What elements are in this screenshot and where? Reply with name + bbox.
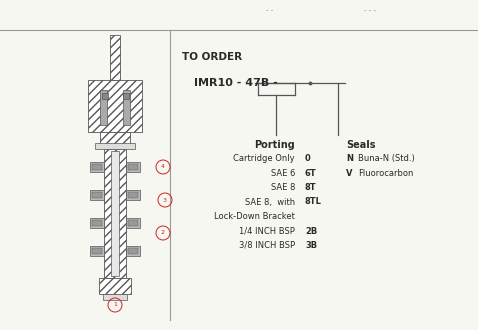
Text: Porting: Porting bbox=[254, 140, 295, 150]
Bar bbox=[123, 90, 130, 125]
Bar bbox=[103, 294, 127, 300]
Bar bbox=[90, 218, 104, 228]
Text: Lock-Down Bracket: Lock-Down Bracket bbox=[214, 212, 295, 221]
Text: 6T: 6T bbox=[305, 169, 317, 178]
Text: 2: 2 bbox=[161, 230, 165, 236]
Text: - - -: - - - bbox=[364, 7, 376, 13]
Bar bbox=[95, 143, 135, 149]
Text: 3/8 INCH BSP: 3/8 INCH BSP bbox=[239, 241, 295, 250]
Text: Cartridge Only: Cartridge Only bbox=[233, 154, 295, 163]
Bar bbox=[90, 162, 104, 172]
Bar bbox=[92, 248, 102, 254]
Bar bbox=[128, 164, 138, 170]
Bar bbox=[88, 80, 142, 132]
Text: 3: 3 bbox=[163, 197, 167, 203]
Bar bbox=[128, 220, 138, 226]
Bar bbox=[92, 220, 102, 226]
Bar bbox=[128, 248, 138, 254]
Bar bbox=[126, 162, 140, 172]
Bar bbox=[100, 90, 107, 125]
Bar bbox=[128, 192, 138, 198]
Text: 4: 4 bbox=[161, 164, 165, 170]
Text: 1/4 INCH BSP: 1/4 INCH BSP bbox=[239, 226, 295, 236]
Bar bbox=[102, 93, 108, 99]
Text: Seals: Seals bbox=[346, 140, 376, 150]
Text: - -: - - bbox=[266, 7, 273, 13]
Text: 0: 0 bbox=[305, 154, 311, 163]
Bar bbox=[126, 190, 140, 200]
Bar bbox=[110, 35, 120, 80]
Bar bbox=[126, 246, 140, 256]
Text: Fluorocarbon: Fluorocarbon bbox=[358, 169, 413, 178]
Bar bbox=[111, 151, 119, 276]
Bar bbox=[126, 218, 140, 228]
Bar bbox=[92, 164, 102, 170]
Text: SAE 8: SAE 8 bbox=[271, 183, 295, 192]
Text: 1: 1 bbox=[113, 303, 117, 308]
Bar bbox=[90, 190, 104, 200]
Text: N: N bbox=[346, 154, 353, 163]
Text: 8TL: 8TL bbox=[305, 197, 322, 207]
Bar bbox=[100, 132, 130, 146]
Bar bbox=[123, 93, 129, 99]
Bar bbox=[99, 278, 131, 294]
Text: Buna-N (Std.): Buna-N (Std.) bbox=[358, 154, 415, 163]
Text: 2B: 2B bbox=[305, 226, 317, 236]
Text: SAE 6: SAE 6 bbox=[271, 169, 295, 178]
Text: IMR10 - 47B -: IMR10 - 47B - bbox=[194, 78, 278, 88]
Text: 3B: 3B bbox=[305, 241, 317, 250]
Text: TO ORDER: TO ORDER bbox=[182, 52, 242, 62]
Bar bbox=[104, 149, 126, 278]
Text: 8T: 8T bbox=[305, 183, 316, 192]
Text: SAE 8,  with: SAE 8, with bbox=[245, 197, 295, 207]
Bar bbox=[92, 192, 102, 198]
Text: V: V bbox=[346, 169, 352, 178]
Bar bbox=[90, 246, 104, 256]
